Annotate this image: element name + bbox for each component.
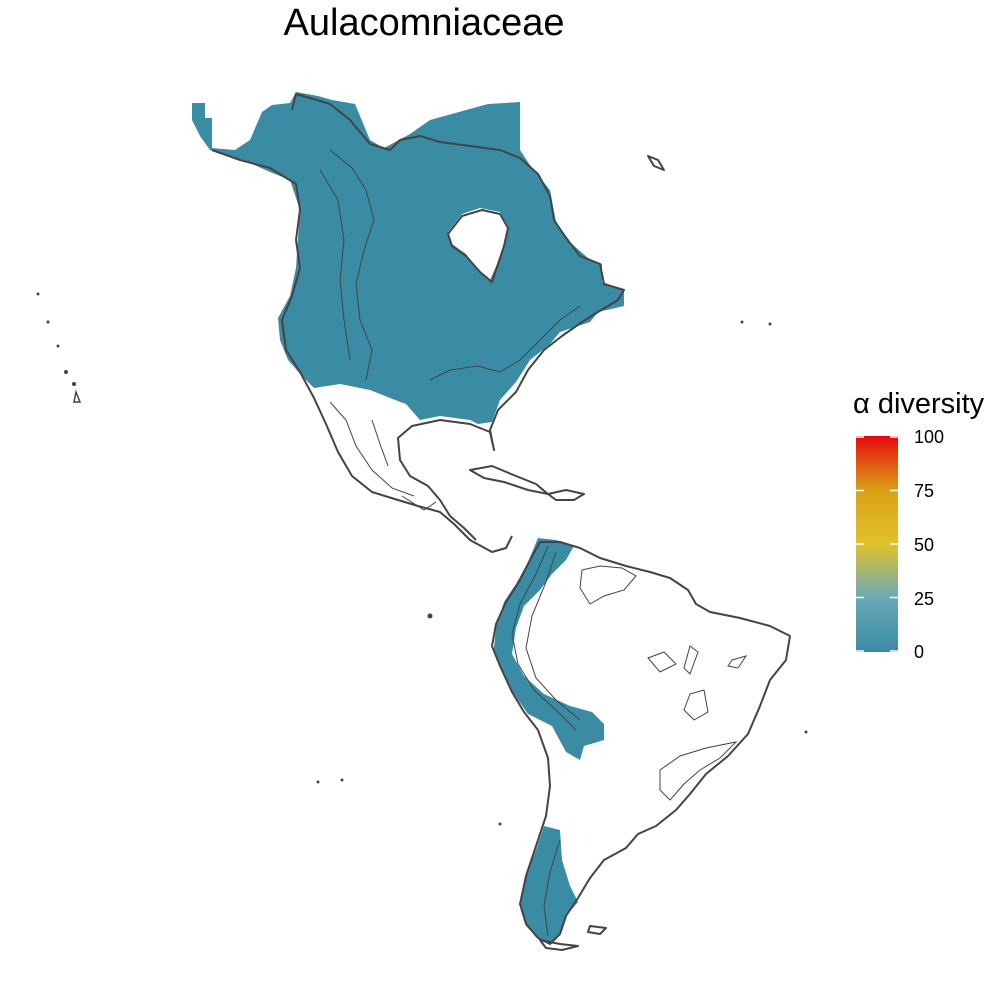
island-dot (36, 292, 40, 296)
patagonia-occupancy (520, 826, 578, 944)
north-america-coast (211, 93, 625, 553)
island-dot (64, 370, 68, 374)
biome-boundaries (319, 149, 748, 937)
legend-tick-label-75: 75 (914, 481, 935, 501)
island-dot (340, 778, 344, 782)
hudson-bay (448, 208, 508, 280)
coastline-layer (211, 93, 791, 951)
legend-color-bar (856, 436, 898, 652)
tierra-del-fuego-coast (539, 939, 579, 951)
island-dot (498, 822, 502, 826)
falklands-coast (587, 925, 607, 935)
guiana-highlands-boundary (579, 565, 637, 605)
island-dot (72, 382, 76, 386)
andes-boundary (511, 545, 581, 937)
mexican-highlands-boundary (329, 401, 437, 511)
island-outline (73, 389, 82, 403)
rocky-mountains-boundary (319, 149, 375, 381)
hudson-bay-coast (447, 209, 509, 283)
greenland-coast (647, 155, 665, 171)
island-dot (427, 613, 433, 619)
legend-tick-label-100: 100 (914, 427, 945, 447)
south-america-coast (491, 541, 791, 945)
map-title: Aulacomniaceae (283, 2, 565, 44)
island-dot (46, 320, 50, 324)
island-dot (804, 730, 808, 734)
legend-tick-label-25: 25 (914, 589, 935, 609)
great-plains-boundary (429, 305, 581, 381)
island-dot (768, 322, 772, 326)
legend-tick-label-0: 0 (914, 642, 925, 662)
legend-tick-marks (856, 436, 898, 652)
islands (36, 292, 808, 826)
species-diversity-map (36, 92, 808, 951)
pampas-boundary (659, 741, 738, 801)
legend-tick-label-50: 50 (914, 535, 935, 555)
cuba-coast (469, 465, 549, 495)
north-america-occupancy (192, 92, 624, 424)
cerrado-boundary (647, 645, 748, 721)
island-dot (740, 320, 744, 324)
island-dot (56, 344, 60, 348)
legend-title: α diversity (853, 388, 985, 420)
island-dot (316, 780, 320, 784)
south-america-occupancy (494, 538, 604, 760)
hispaniola-coast (547, 489, 585, 501)
